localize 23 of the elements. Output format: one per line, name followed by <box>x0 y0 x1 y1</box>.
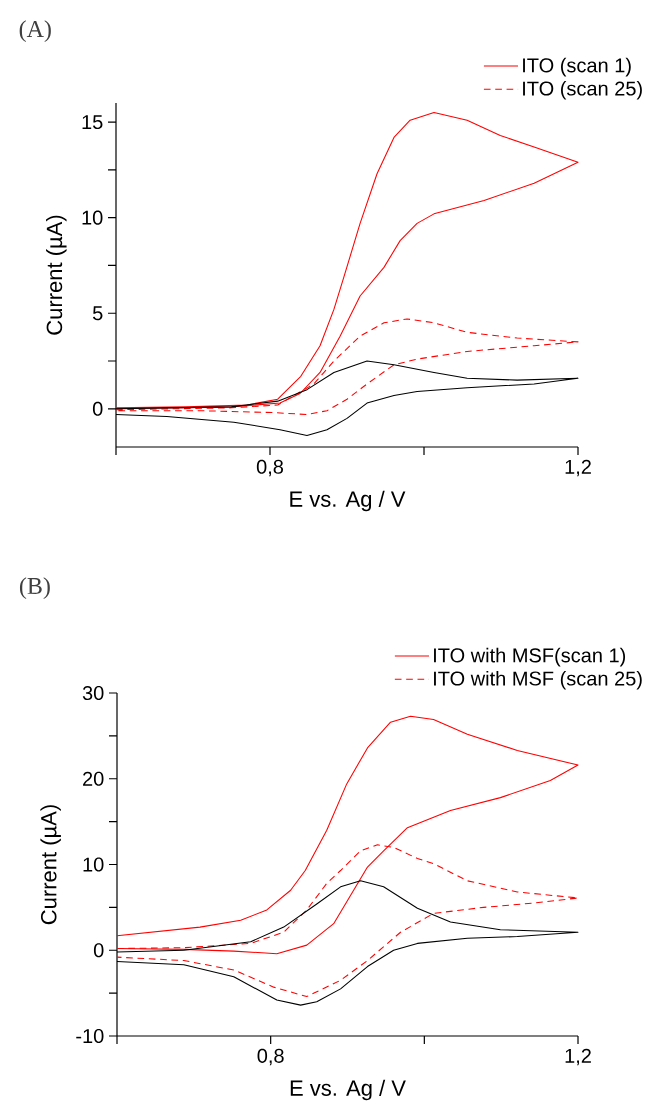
y-axis-title: Current (µA) <box>46 215 67 335</box>
y-tick-label: 30 <box>82 685 104 701</box>
x-tick-label: 0,8 <box>257 1048 284 1066</box>
y-tick-label: 5 <box>92 306 103 321</box>
y-tick-label: 0 <box>92 401 103 416</box>
legend-label: ITO with MSF (scan 25) <box>434 670 642 690</box>
y-tick-label: 15 <box>82 115 103 130</box>
legend-label: ITO (scan 25) <box>523 80 642 100</box>
x-axis-title: E vs. Ag / V <box>290 1079 406 1101</box>
x-tick-label: 0,8 <box>256 459 284 477</box>
y-tick-label: 10 <box>82 210 103 225</box>
legend-label: ITO (scan 1) <box>523 57 631 77</box>
chart-title: (B) <box>19 577 50 599</box>
x-tick-label: 1,2 <box>565 459 591 477</box>
x-tick-label: 1,2 <box>565 1048 591 1066</box>
x-axis-title: E vs. Ag / V <box>290 490 406 512</box>
y-tick-label: 10 <box>83 857 104 872</box>
y-tick-label: -10 <box>76 1028 104 1044</box>
y-tick-label: 20 <box>83 771 104 786</box>
y-axis-title: Current (µA) <box>40 805 61 925</box>
y-tick-label: 0 <box>93 943 104 958</box>
legend-label: ITO with MSF(scan 1) <box>434 647 626 667</box>
chart-title: (A) <box>19 20 51 42</box>
